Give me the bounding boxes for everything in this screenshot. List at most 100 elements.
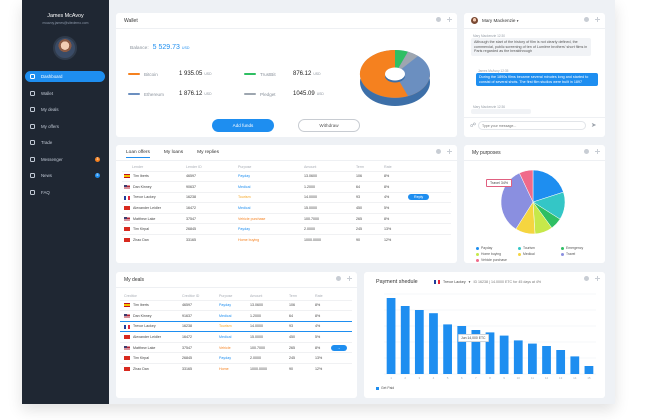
- col-header[interactable]: Term: [289, 293, 297, 298]
- table-row[interactable]: Tim Kirpal 26845 Payday 2.0000 245 13%: [120, 352, 352, 364]
- gear-icon[interactable]: [584, 276, 589, 281]
- col-header[interactable]: Amount: [304, 164, 317, 169]
- deals-table: Creditor Creditor ID Purpose Amount Term…: [120, 292, 352, 375]
- bar-1[interactable]: [386, 298, 396, 374]
- chat-contact-avatar: [471, 17, 478, 24]
- cell-lender: Dan Kinney: [133, 184, 152, 189]
- gear-icon[interactable]: [584, 17, 589, 22]
- bar-10[interactable]: [513, 340, 523, 374]
- col-header[interactable]: Rate: [315, 293, 323, 298]
- x-tick-label: 10: [517, 376, 521, 380]
- pie-slice-payday[interactable]: [532, 169, 564, 203]
- table-row[interactable]: Alexander Leidler 16472 Medical 15.0000 450 5…: [120, 331, 352, 343]
- user-email: mcavoy.james@sitedemo.com: [42, 21, 89, 25]
- col-header[interactable]: Creditor: [124, 293, 137, 298]
- plus-icon[interactable]: [447, 17, 452, 22]
- donut-slice-bitcoin: [359, 49, 408, 98]
- arrow-right-icon[interactable]: →: [331, 344, 347, 351]
- sidebar-item-faq[interactable]: FAQ: [25, 187, 105, 198]
- bar-6[interactable]: [457, 326, 467, 374]
- sidebar-item-messenger[interactable]: Messenger 3: [25, 154, 105, 165]
- chat-contact[interactable]: Mary Mackenzie ▾: [482, 18, 519, 23]
- plus-icon[interactable]: [595, 149, 600, 154]
- cell-term: 90: [289, 367, 293, 372]
- bar-12[interactable]: [542, 346, 551, 374]
- gear-icon[interactable]: [584, 149, 589, 154]
- pie-slice-vehicle-purchase[interactable]: [519, 169, 534, 203]
- legend-item: Home buying: [476, 252, 501, 256]
- bar-5[interactable]: [443, 324, 452, 374]
- balance-value: 5 529.73: [152, 44, 180, 51]
- schedule-filter[interactable]: Trevor Lackey ▾ ID 16238 | 14.0000 ETC f…: [434, 280, 541, 284]
- sidebar: James McAvoy mcavoy.james@sitedemo.com D…: [22, 0, 109, 404]
- gear-icon[interactable]: [336, 276, 341, 281]
- col-header[interactable]: Amount: [250, 293, 263, 298]
- bar-15[interactable]: [584, 366, 594, 374]
- col-header[interactable]: Purpose: [219, 293, 233, 298]
- add-funds-button[interactable]: Add funds: [212, 119, 274, 132]
- cell-rate: 12%: [384, 238, 392, 243]
- send-icon[interactable]: ➤: [591, 122, 597, 129]
- reply-button[interactable]: Reply: [408, 194, 430, 201]
- col-header[interactable]: Lender: [132, 164, 144, 169]
- sidebar-item-wallet[interactable]: Wallet: [25, 88, 105, 99]
- bar-14[interactable]: [570, 356, 580, 374]
- tab-loan-offers[interactable]: Loan offers: [126, 150, 150, 158]
- table-row[interactable]: Tim Iberts 46597 Payday 13.0600 106 8%: [120, 299, 352, 311]
- col-header[interactable]: Lender ID: [186, 164, 202, 169]
- table-row[interactable]: Trevor Lackey 16238 Tourism 14.0000 93 4%: [120, 320, 352, 333]
- cell-lender: Zhao Dan: [133, 367, 149, 372]
- col-header[interactable]: Rate: [384, 164, 392, 169]
- sidebar-item-dashboard[interactable]: Dashboard: [25, 71, 105, 82]
- table-row[interactable]: Matthew Lake 37547 Vehicle 100.7000 265 8% →: [120, 341, 352, 353]
- plus-icon[interactable]: [347, 276, 352, 281]
- table-row[interactable]: Matthew Lake 37547 Vehicle purchase 100.700…: [122, 212, 451, 224]
- sidebar-item-news[interactable]: News 5: [25, 170, 105, 181]
- bar-8[interactable]: [485, 332, 495, 374]
- table-row[interactable]: Alexander Leidler 16472 Medical 15.0000 450 5…: [122, 202, 451, 214]
- cell-lender: Matthew Lake: [133, 345, 156, 350]
- table-row[interactable]: Dan Kinney 91637 Medical 1.2000 64 8%: [120, 310, 352, 322]
- plus-icon[interactable]: [447, 149, 452, 154]
- sidebar-item-my-deals[interactable]: My deals: [25, 104, 105, 115]
- gear-icon[interactable]: [436, 17, 441, 22]
- cell-lender: Trevor Lackey: [133, 195, 156, 200]
- bar-3[interactable]: [414, 310, 424, 374]
- table-row[interactable]: Trevor Lackey 16238 Tourism 14.0000 93 4% Repl…: [122, 191, 451, 203]
- bar-4[interactable]: [429, 313, 438, 374]
- attach-icon[interactable]: ☍: [470, 123, 477, 129]
- tab-my-loans[interactable]: My loans: [163, 150, 184, 155]
- sidebar-item-trade[interactable]: Trade: [25, 137, 105, 148]
- flag-icon: [124, 206, 130, 211]
- col-header[interactable]: Creditor ID: [182, 293, 200, 298]
- cell-purpose: Medical: [238, 206, 251, 211]
- withdraw-button[interactable]: Withdraw: [298, 119, 360, 132]
- bar-7[interactable]: [471, 330, 481, 374]
- table-row[interactable]: Zhao Dan 33165 Home buying 1000.0000 90 12%: [122, 234, 451, 246]
- cell-purpose: Vehicle: [219, 345, 231, 350]
- plus-icon[interactable]: [595, 17, 600, 22]
- col-header[interactable]: Term: [356, 164, 364, 169]
- cell-amount: 1.2000: [250, 313, 261, 318]
- cell-rate: 8%: [315, 345, 321, 350]
- gear-icon[interactable]: [436, 149, 441, 154]
- bar-11[interactable]: [528, 343, 537, 374]
- bar-9[interactable]: [499, 335, 509, 374]
- message-input[interactable]: [478, 121, 586, 130]
- col-header[interactable]: Purpose: [238, 164, 252, 169]
- table-row[interactable]: Dan Kinney 90637 Medical 1.2000 64 8%: [122, 181, 451, 193]
- plus-icon[interactable]: [595, 276, 600, 281]
- tab-my-replies[interactable]: My replies: [197, 150, 219, 155]
- purposes-pie-chart: [500, 169, 566, 235]
- bar-2[interactable]: [400, 306, 410, 374]
- table-row[interactable]: Tim Kirpal 26845 Payday 2.0000 245 13%: [122, 223, 451, 235]
- sidebar-item-my-offers[interactable]: My offers: [25, 121, 105, 132]
- cell-amount: 13.0600: [304, 174, 317, 179]
- cell-rate: 8%: [384, 184, 390, 189]
- pie-slice-travel[interactable]: [500, 172, 534, 230]
- table-row[interactable]: Zhao Dan 33165 Home 1000.0000 90 12%: [120, 363, 352, 375]
- table-row[interactable]: Tim Iberts 46597 Payday 13.0600 106 8%: [122, 170, 451, 182]
- avatar[interactable]: [53, 36, 77, 60]
- cell-id: 26845: [186, 227, 196, 232]
- bar-13[interactable]: [556, 350, 566, 374]
